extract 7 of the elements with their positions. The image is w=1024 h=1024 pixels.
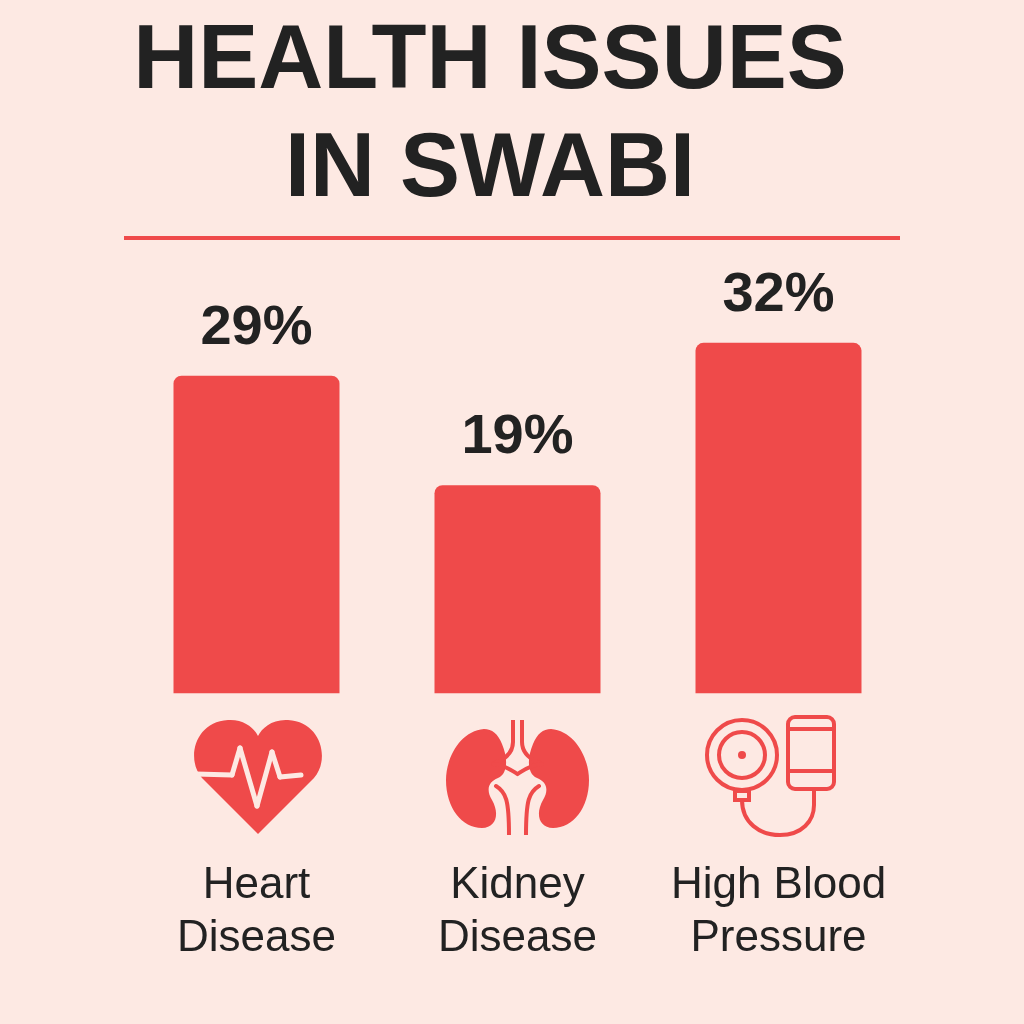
data-label: 29% bbox=[200, 292, 313, 356]
data-label: 32% bbox=[722, 259, 835, 323]
x-tick-label: Kidney Disease bbox=[438, 857, 597, 960]
x-tick-label: Heart Disease bbox=[177, 857, 336, 960]
data-label: 19% bbox=[461, 402, 574, 466]
chart-title: HEALTH ISSUES IN SWABI bbox=[132, 6, 848, 217]
x-tick-label: High Blood Pressure bbox=[670, 857, 887, 960]
